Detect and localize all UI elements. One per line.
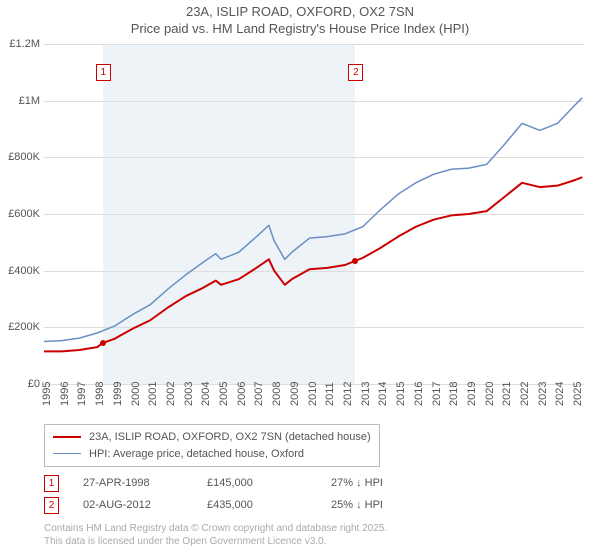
x-tick-label: 2023 (537, 382, 549, 406)
y-tick-label: £800K (8, 151, 40, 163)
x-tick-label: 2008 (271, 382, 283, 406)
title-block: 23A, ISLIP ROAD, OXFORD, OX2 7SN Price p… (0, 0, 600, 38)
x-tick-label: 2004 (200, 382, 212, 406)
x-tick-label: 2015 (395, 382, 407, 406)
y-tick-label: £1M (19, 95, 40, 107)
x-tick-label: 2003 (183, 382, 195, 406)
x-tick-label: 1999 (112, 382, 124, 406)
legend-swatch-2 (53, 453, 81, 454)
x-tick-label: 2013 (360, 382, 372, 406)
sale-marker-1: 1 (44, 475, 59, 492)
x-tick-label: 2014 (377, 382, 389, 406)
chart-area: £0£200K£400K£600K£800K£1M£1.2M1995199619… (44, 44, 584, 385)
x-tick-label: 2007 (253, 382, 265, 406)
y-tick-label: £200K (8, 321, 40, 333)
x-tick-label: 2001 (147, 382, 159, 406)
credit-line-2: This data is licensed under the Open Gov… (44, 535, 387, 548)
x-tick-label: 2025 (572, 382, 584, 406)
x-tick-label: 2020 (484, 382, 496, 406)
x-tick-label: 2002 (165, 382, 177, 406)
y-tick-label: £600K (8, 208, 40, 220)
x-tick-label: 2016 (413, 382, 425, 406)
title-line-1: 23A, ISLIP ROAD, OXFORD, OX2 7SN (0, 4, 600, 21)
x-tick-label: 2018 (448, 382, 460, 406)
x-tick-label: 2021 (501, 382, 513, 406)
x-tick-label: 2006 (236, 382, 248, 406)
sales-row-2: 2 02-AUG-2012 £435,000 25% ↓ HPI (44, 494, 431, 516)
sale-price-2: £435,000 (207, 494, 307, 516)
y-tick-label: £400K (8, 265, 40, 277)
legend-label-2: HPI: Average price, detached house, Oxfo… (89, 446, 304, 463)
footer-credit: Contains HM Land Registry data © Crown c… (44, 522, 387, 548)
sale-date-2: 02-AUG-2012 (83, 494, 183, 516)
chart-container: 23A, ISLIP ROAD, OXFORD, OX2 7SN Price p… (0, 0, 600, 560)
legend-row-2: HPI: Average price, detached house, Oxfo… (53, 446, 371, 463)
sale-dot (100, 340, 106, 346)
title-line-2: Price paid vs. HM Land Registry's House … (0, 21, 600, 38)
credit-line-1: Contains HM Land Registry data © Crown c… (44, 522, 387, 535)
x-tick-label: 2009 (289, 382, 301, 406)
x-tick-label: 2012 (342, 382, 354, 406)
x-tick-label: 2011 (324, 382, 336, 406)
sale-date-1: 27-APR-1998 (83, 472, 183, 494)
x-tick-label: 2019 (466, 382, 478, 406)
chart-marker: 2 (348, 64, 363, 81)
x-tick-label: 1998 (94, 382, 106, 406)
legend-row-1: 23A, ISLIP ROAD, OXFORD, OX2 7SN (detach… (53, 429, 371, 446)
sales-table: 1 27-APR-1998 £145,000 27% ↓ HPI 2 02-AU… (44, 472, 431, 516)
sale-price-1: £145,000 (207, 472, 307, 494)
sale-delta-2: 25% ↓ HPI (331, 494, 431, 516)
sale-marker-2: 2 (44, 497, 59, 514)
x-tick-label: 2005 (218, 382, 230, 406)
x-tick-label: 2024 (554, 382, 566, 406)
legend: 23A, ISLIP ROAD, OXFORD, OX2 7SN (detach… (44, 424, 380, 467)
y-tick-label: £1.2M (9, 38, 40, 50)
x-tick-label: 1995 (41, 382, 53, 406)
x-tick-label: 2017 (431, 382, 443, 406)
y-tick-label: £0 (28, 378, 40, 390)
legend-swatch-1 (53, 436, 81, 438)
x-tick-label: 2022 (519, 382, 531, 406)
sales-row-1: 1 27-APR-1998 £145,000 27% ↓ HPI (44, 472, 431, 494)
sale-delta-1: 27% ↓ HPI (331, 472, 431, 494)
x-tick-label: 2000 (130, 382, 142, 406)
chart-marker: 1 (96, 64, 111, 81)
x-tick-label: 1997 (76, 382, 88, 406)
x-tick-label: 2010 (307, 382, 319, 406)
sale-dot (352, 258, 358, 264)
legend-label-1: 23A, ISLIP ROAD, OXFORD, OX2 7SN (detach… (89, 429, 371, 446)
x-tick-label: 1996 (59, 382, 71, 406)
